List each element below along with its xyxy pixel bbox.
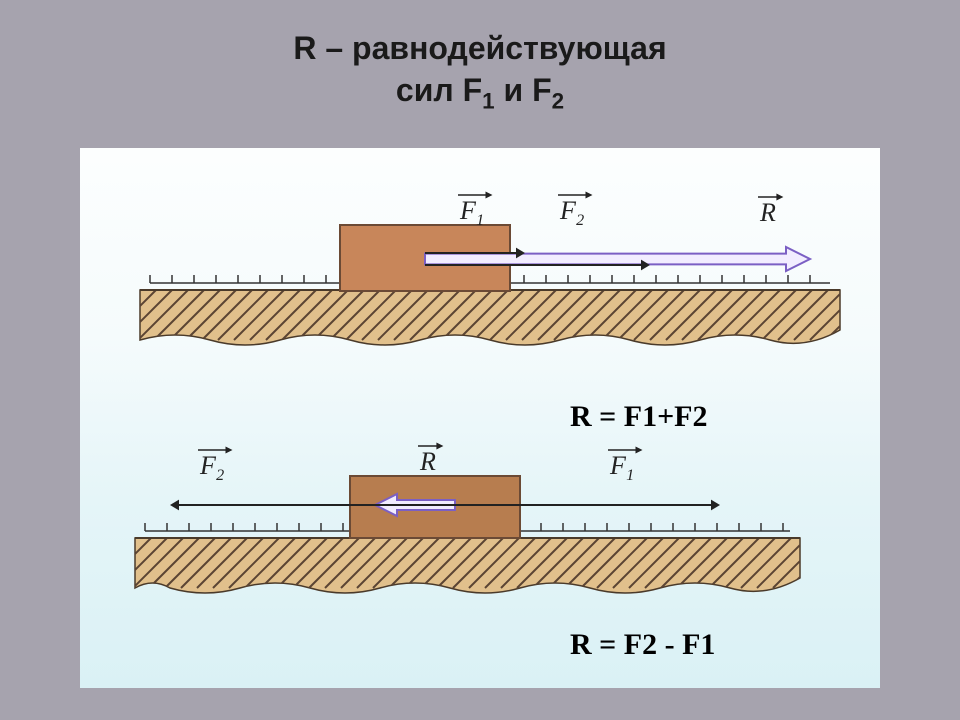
- svg-text:F: F: [559, 196, 577, 225]
- svg-text:1: 1: [626, 467, 634, 484]
- scene-same-direction: F1F2R: [80, 175, 880, 375]
- svg-text:2: 2: [216, 467, 224, 484]
- svg-text:F: F: [199, 451, 217, 480]
- title-line2-mid: и F: [495, 72, 552, 108]
- diagram-area: F1F2R F2RF1: [80, 148, 880, 688]
- svg-text:1: 1: [476, 212, 484, 229]
- title-line1: R – равнодействующая: [293, 30, 666, 66]
- svg-text:F: F: [459, 196, 477, 225]
- svg-text:R: R: [759, 198, 776, 227]
- slide: R – равнодействующая сил F1 и F2 F1F2R F…: [0, 0, 960, 720]
- title-sub1: 1: [482, 88, 494, 113]
- formula-sum: R = F1+F2: [570, 400, 708, 434]
- formula-diff: R = F2 - F1: [570, 628, 715, 662]
- svg-text:2: 2: [576, 212, 584, 229]
- slide-title: R – равнодействующая сил F1 и F2: [0, 28, 960, 115]
- title-sub2: 2: [552, 88, 564, 113]
- svg-text:F: F: [609, 451, 627, 480]
- title-line2-prefix: сил F: [396, 72, 482, 108]
- svg-text:R: R: [419, 447, 436, 476]
- scene-opposite-direction: F2RF1: [80, 440, 880, 640]
